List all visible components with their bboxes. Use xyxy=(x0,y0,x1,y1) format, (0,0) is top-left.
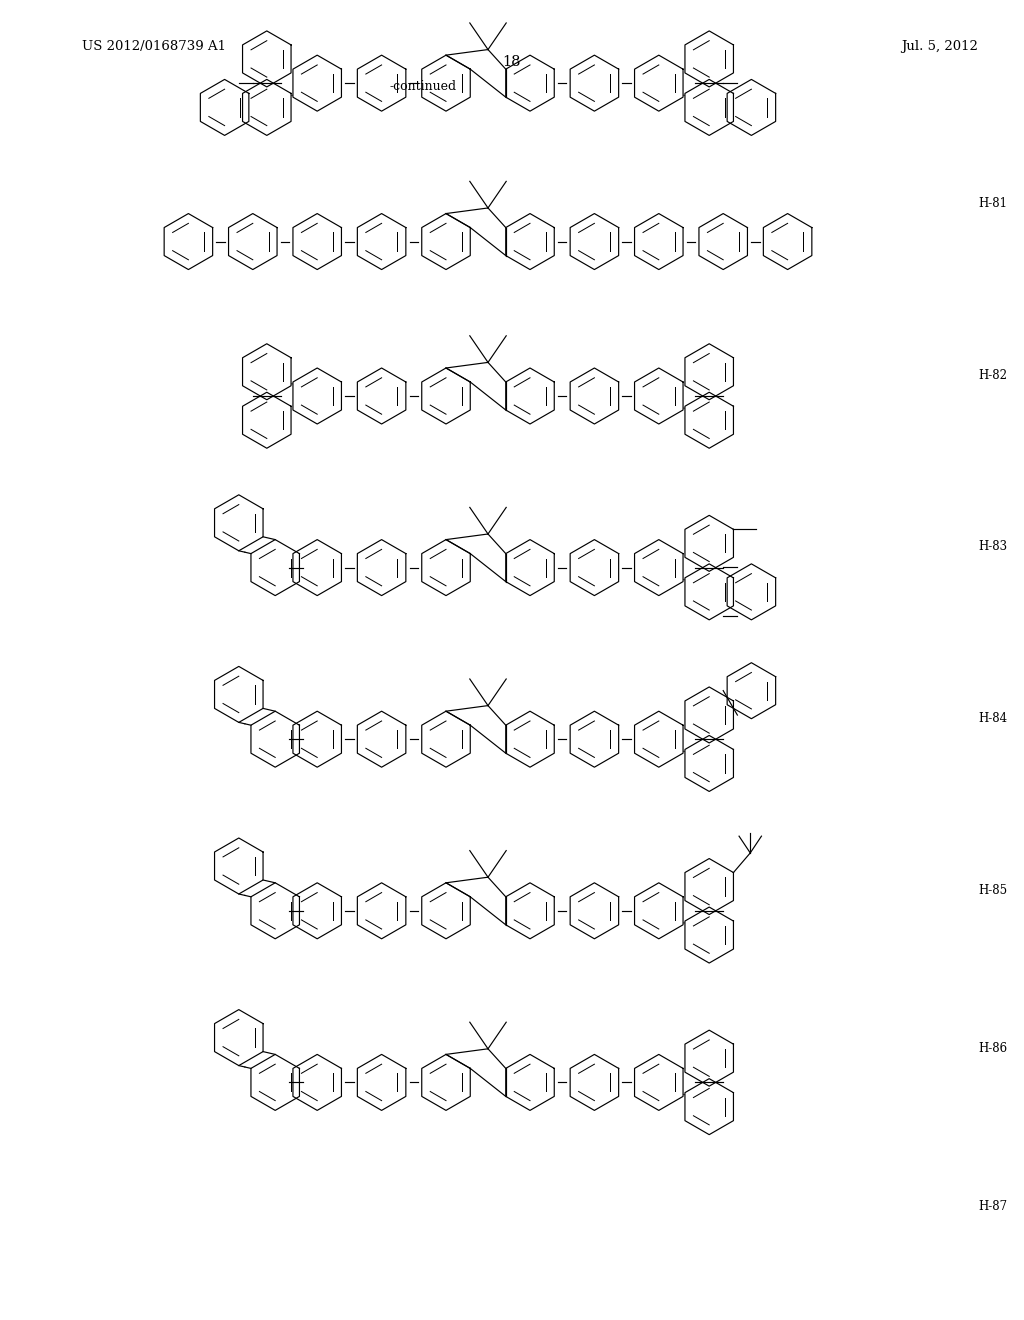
Text: H-84: H-84 xyxy=(978,711,1007,725)
Text: H-86: H-86 xyxy=(978,1041,1007,1055)
Text: US 2012/0168739 A1: US 2012/0168739 A1 xyxy=(82,40,226,53)
Text: H-83: H-83 xyxy=(978,540,1007,553)
Text: H-85: H-85 xyxy=(978,883,1007,896)
Text: -continued: -continued xyxy=(389,79,457,92)
Text: H-81: H-81 xyxy=(978,197,1007,210)
Text: H-87: H-87 xyxy=(978,1200,1007,1213)
Text: H-82: H-82 xyxy=(978,368,1007,381)
Text: Jul. 5, 2012: Jul. 5, 2012 xyxy=(901,40,978,53)
Text: 18: 18 xyxy=(503,55,521,69)
